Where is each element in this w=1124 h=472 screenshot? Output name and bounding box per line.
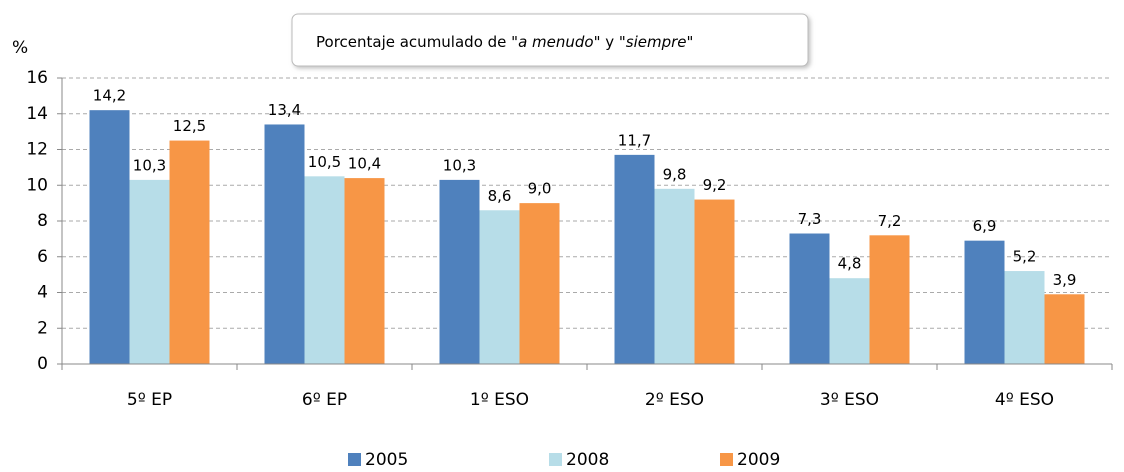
bar — [614, 154, 655, 364]
data-label: 9,2 — [703, 176, 727, 194]
y-tick-label: 6 — [37, 247, 48, 267]
bar — [654, 188, 695, 364]
y-tick-label: 4 — [37, 283, 48, 303]
bar — [829, 278, 870, 364]
chart-title: Porcentaje acumulado de "a menudo" y "si… — [316, 33, 693, 51]
data-label: 9,8 — [663, 165, 687, 183]
data-label: 10,3 — [133, 156, 166, 174]
legend-label: 2008 — [566, 450, 609, 468]
y-axis-label: % — [12, 38, 28, 58]
data-label: 4,8 — [838, 255, 862, 273]
bar — [964, 240, 1005, 364]
data-label: 7,3 — [798, 210, 822, 228]
y-tick-label: 0 — [37, 354, 48, 374]
y-tick-label: 8 — [37, 211, 48, 231]
title-part: " — [687, 33, 694, 51]
data-label: 12,5 — [173, 117, 206, 135]
legend-label: 2009 — [737, 450, 780, 468]
bar — [169, 140, 210, 364]
title-part: " y " — [594, 33, 626, 51]
title-part: Porcentaje acumulado de " — [316, 33, 518, 51]
data-label: 7,2 — [878, 212, 902, 230]
title-part: a menudo — [518, 33, 594, 51]
x-tick-label: 2º ESO — [645, 390, 704, 410]
bar — [694, 199, 735, 364]
y-tick-label: 12 — [26, 140, 48, 160]
bar — [519, 203, 560, 364]
title-part: siempre — [626, 33, 687, 51]
data-label: 6,9 — [973, 217, 997, 235]
x-tick-label: 3º ESO — [820, 390, 879, 410]
y-tick-label: 14 — [26, 104, 48, 124]
data-label: 3,9 — [1053, 271, 1077, 289]
y-tick-label: 10 — [26, 175, 48, 195]
legend-swatch — [720, 453, 733, 466]
y-tick-label: 16 — [26, 68, 48, 88]
legend-swatch — [348, 453, 361, 466]
data-label: 10,4 — [348, 155, 381, 173]
x-tick-label: 5º EP — [127, 390, 172, 410]
x-tick-label: 1º ESO — [470, 390, 529, 410]
data-label: 13,4 — [268, 101, 301, 119]
legend-swatch — [549, 453, 562, 466]
y-tick-label: 2 — [37, 318, 48, 338]
data-label: 10,3 — [443, 156, 476, 174]
bar — [869, 235, 910, 364]
data-label: 14,2 — [93, 87, 126, 105]
data-label: 8,6 — [488, 187, 512, 205]
bar — [789, 233, 830, 364]
bar — [344, 178, 385, 364]
bar — [264, 124, 305, 364]
x-tick-label: 6º EP — [302, 390, 347, 410]
bar — [129, 179, 170, 364]
bar — [1004, 271, 1045, 364]
bar — [89, 110, 130, 364]
title-box — [291, 13, 809, 67]
bar — [479, 210, 520, 364]
data-label: 10,5 — [308, 153, 341, 171]
data-label: 11,7 — [618, 131, 651, 149]
bar — [439, 179, 480, 364]
legend-label: 2005 — [365, 450, 408, 468]
bar — [1044, 294, 1085, 364]
x-tick-label: 4º ESO — [995, 390, 1054, 410]
bar — [304, 176, 345, 364]
data-label: 9,0 — [528, 180, 552, 198]
data-label: 5,2 — [1013, 248, 1037, 266]
